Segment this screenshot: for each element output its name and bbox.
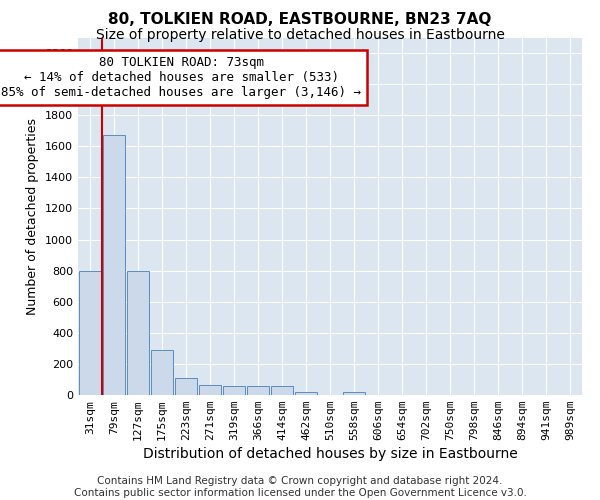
Text: 80 TOLKIEN ROAD: 73sqm
← 14% of detached houses are smaller (533)
85% of semi-de: 80 TOLKIEN ROAD: 73sqm ← 14% of detached…: [1, 56, 361, 99]
Bar: [103, 136, 125, 395]
Bar: [79, 270, 101, 395]
Bar: [343, 392, 365, 395]
Bar: [199, 386, 221, 395]
Y-axis label: Number of detached properties: Number of detached properties: [26, 118, 40, 315]
X-axis label: Distribution of detached houses by size in Eastbourne: Distribution of detached houses by size …: [143, 448, 517, 462]
Text: Size of property relative to detached houses in Eastbourne: Size of property relative to detached ho…: [95, 28, 505, 42]
Text: Contains HM Land Registry data © Crown copyright and database right 2024.
Contai: Contains HM Land Registry data © Crown c…: [74, 476, 526, 498]
Bar: [151, 350, 173, 395]
Text: 80, TOLKIEN ROAD, EASTBOURNE, BN23 7AQ: 80, TOLKIEN ROAD, EASTBOURNE, BN23 7AQ: [109, 12, 491, 28]
Bar: [223, 386, 245, 395]
Bar: [127, 270, 149, 395]
Bar: [247, 386, 269, 395]
Bar: [271, 386, 293, 395]
Bar: [175, 378, 197, 395]
Bar: [295, 392, 317, 395]
